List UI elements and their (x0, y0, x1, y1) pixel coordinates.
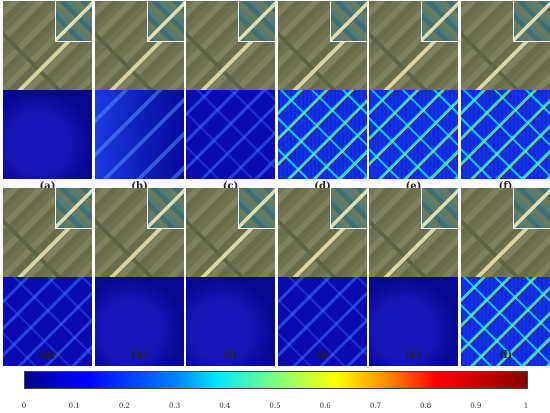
panel-label: (j) (315, 350, 330, 361)
satellite-image (186, 1, 275, 90)
satellite-image (278, 1, 367, 90)
satellite-image (3, 188, 92, 277)
panel-label: (l) (498, 350, 513, 361)
error-map (461, 90, 550, 179)
error-map (186, 90, 275, 179)
colorbar-tick-label: 1 (523, 402, 529, 410)
error-map (278, 90, 367, 179)
satellite-image (186, 188, 275, 277)
panel-label: (f) (498, 181, 513, 192)
colorbar-tick-label: 0.6 (319, 402, 331, 410)
panel-label: (d) (314, 181, 331, 192)
panel-label: (k) (405, 350, 422, 361)
panel-label: (h) (131, 350, 148, 361)
colorbar-tick-label: 0.5 (269, 402, 281, 410)
satellite-image (461, 1, 550, 90)
panel-label: (a) (39, 181, 56, 192)
error-map (95, 90, 184, 179)
error-map (369, 90, 458, 179)
colorbar-tick-label: 0.9 (470, 402, 482, 410)
colorbar-tick-label: 0 (21, 402, 27, 410)
colorbar-tick-label: 0.4 (219, 402, 231, 410)
error-map (461, 277, 550, 366)
error-map (278, 277, 367, 366)
satellite-image (369, 1, 458, 90)
panel-label: (e) (405, 181, 422, 192)
satellite-image (95, 1, 184, 90)
colorbar-tick-label: 0.2 (118, 402, 130, 410)
satellite-image (278, 188, 367, 277)
panel-label: (i) (223, 350, 238, 361)
colorbar (24, 371, 528, 389)
colorbar-tick-label: 0.1 (68, 402, 80, 410)
error-map (95, 277, 184, 366)
satellite-image (3, 1, 92, 90)
colorbar-tick-label: 0.3 (169, 402, 181, 410)
error-map (3, 277, 92, 366)
colorbar-tick-label: 0.7 (369, 402, 381, 410)
panel-label: (g) (39, 350, 56, 361)
satellite-image (461, 188, 550, 277)
satellite-image (95, 188, 184, 277)
error-map (3, 90, 92, 179)
panel-label: (c) (222, 181, 239, 192)
colorbar-tick-label: 0.8 (420, 402, 432, 410)
panel-label: (b) (131, 181, 148, 192)
error-map (186, 277, 275, 366)
error-map (369, 277, 458, 366)
satellite-image (369, 188, 458, 277)
